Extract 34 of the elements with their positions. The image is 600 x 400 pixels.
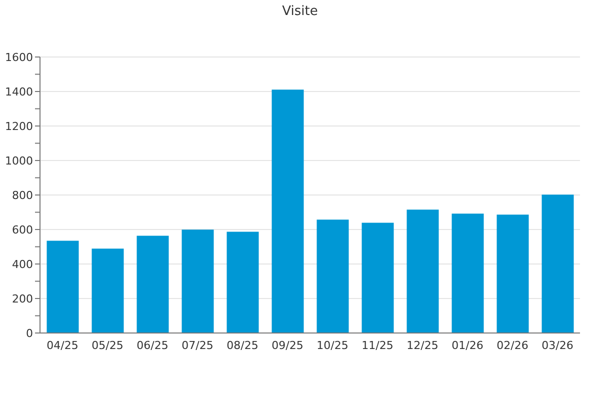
bar	[136, 236, 169, 333]
x-tick-label: 09/25	[272, 338, 304, 352]
y-tick-label: 600	[12, 223, 33, 236]
y-tick-label: 1600	[5, 50, 33, 64]
y-tick-label: 400	[12, 258, 33, 271]
y-tick-label: 200	[12, 292, 33, 306]
x-tick-label: 08/25	[226, 338, 258, 352]
bar	[406, 210, 439, 333]
x-tick-label: 06/25	[136, 338, 168, 352]
x-tick-label: 01/26	[452, 338, 484, 352]
x-tick-label: 05/25	[92, 338, 124, 352]
bar	[182, 230, 214, 333]
x-tick-label: 11/25	[362, 338, 394, 352]
bar	[452, 214, 484, 333]
bar	[272, 90, 304, 333]
x-tick-label: 03/26	[542, 338, 574, 352]
y-tick-label: 0	[26, 326, 33, 340]
x-tick-label: 12/25	[406, 338, 438, 352]
x-tick-label: 07/25	[182, 338, 214, 352]
y-tick-label: 800	[12, 188, 33, 202]
y-tick-label: 1200	[5, 120, 33, 133]
bar	[92, 248, 124, 333]
x-tick-label: 10/25	[316, 338, 348, 352]
bar	[542, 194, 574, 333]
chart-title: Visite	[282, 4, 318, 19]
bar	[316, 220, 349, 333]
y-tick-label: 1000	[5, 154, 33, 168]
x-tick-label: 02/26	[496, 338, 528, 352]
bar	[46, 240, 79, 333]
y-tick-label: 1400	[5, 85, 33, 98]
x-tick-label: 04/25	[46, 338, 78, 352]
bar	[362, 222, 394, 333]
bar	[226, 232, 259, 333]
bar	[496, 214, 529, 333]
